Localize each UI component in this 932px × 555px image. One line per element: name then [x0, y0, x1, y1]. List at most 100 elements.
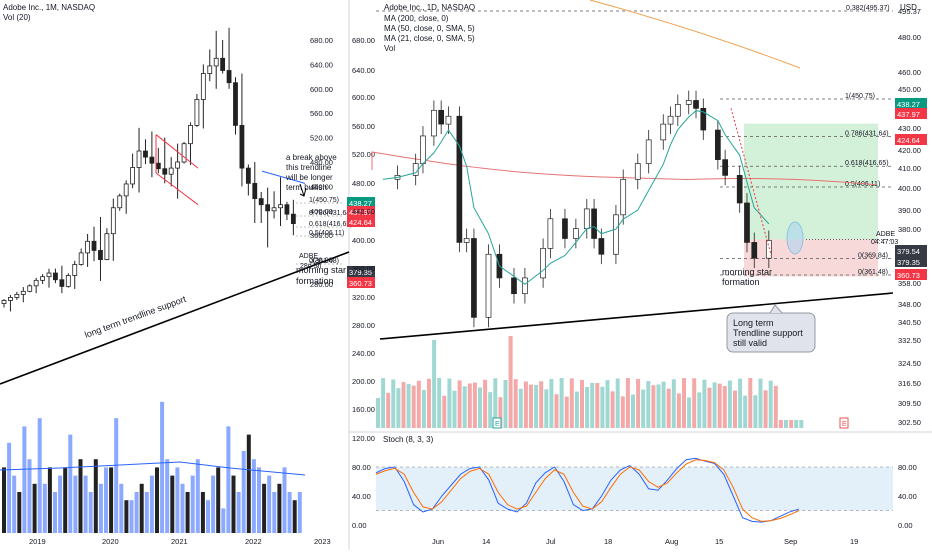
daily-candle-body	[645, 139, 652, 164]
right-volume-bar	[457, 380, 462, 428]
break-arrow	[299, 183, 307, 197]
daily-candle-body	[674, 104, 681, 117]
earnings-marker: E	[842, 421, 847, 428]
right-volume-bar	[503, 380, 508, 428]
right-fib-label: 0.786(431.64)	[845, 131, 889, 138]
right-price-tick: 324.50	[898, 359, 921, 368]
left-price-tick: 280.00	[310, 280, 333, 289]
daily-candle-body	[471, 238, 477, 318]
right-price-tick: 332.50	[898, 336, 921, 345]
monthly-candle-body	[290, 213, 296, 225]
monthly-candle-body	[136, 150, 142, 168]
monthly-candle-body	[149, 156, 155, 164]
left-morning-star-text: morning star	[296, 265, 346, 275]
right-time-tick: 18	[604, 537, 612, 546]
right-volume-bar	[595, 383, 600, 428]
left-volume-bar	[32, 483, 37, 533]
left-price-tick: 480.00	[310, 158, 333, 167]
long-term-trendline	[0, 251, 350, 385]
left-time-tick: 2021	[171, 537, 188, 546]
right-volume-bar	[738, 378, 743, 428]
shared-left-tick: 320.00	[352, 293, 375, 302]
monthly-candle-body	[226, 70, 232, 84]
right-fib-label: 1(450.75)	[845, 93, 875, 100]
left-volume-bar	[277, 483, 282, 533]
left-fib-label: 0.786(431.64)	[309, 210, 353, 217]
right-fib-label: 0.382(495.37)	[846, 5, 890, 12]
right-time-tick: Jul	[546, 537, 556, 546]
left-volume-bar	[200, 492, 205, 533]
indicator-legend-line: MA (50, close, 0, SMA, 5)	[384, 24, 475, 33]
stoch-left-tick: 120.00	[352, 434, 375, 443]
earnings-marker: E	[495, 421, 500, 428]
monthly-candle-body	[40, 276, 45, 281]
left-volume-bar	[297, 492, 302, 533]
right-volume-bar	[432, 340, 437, 428]
monthly-candle-body	[123, 183, 129, 197]
right-volume-bar	[646, 381, 651, 428]
right-volume-bar	[442, 395, 447, 428]
left-volume-bar	[83, 475, 88, 533]
right-volume-bar	[707, 387, 712, 428]
monthly-candle-body	[162, 168, 168, 175]
monthly-candle-body	[181, 143, 187, 163]
left-morning-star-text: formation	[296, 276, 334, 286]
left-volume-bar	[37, 418, 42, 533]
right-volume-bar	[773, 385, 778, 428]
monthly-candle-body	[72, 264, 78, 276]
ma21-line	[382, 110, 770, 285]
right-volume-bar	[513, 379, 518, 428]
left-fib-label: 0(361.48)	[309, 258, 339, 265]
shared-left-tick: 600.00	[352, 93, 375, 102]
channel-lower-line	[155, 172, 199, 206]
left-volume-bar	[88, 492, 93, 533]
left-volume-bar	[272, 492, 277, 533]
left-price-badge: 437.97	[349, 208, 372, 217]
left-price-badge-bg	[347, 216, 375, 227]
monthly-candle-body	[8, 297, 13, 301]
right-volume-bar	[554, 394, 559, 428]
monthly-candle-body	[98, 250, 103, 260]
left-time-tick: 2023	[314, 537, 331, 546]
right-price-tick: 309.50	[898, 399, 921, 408]
right-volume-bar	[493, 378, 498, 428]
right-volume-bar	[386, 392, 391, 428]
left-volume-bar	[68, 434, 73, 533]
right-volume-bar	[605, 380, 610, 428]
daily-candle-body	[547, 218, 554, 249]
ma50-line	[371, 151, 877, 186]
left-volume-bar	[185, 492, 190, 533]
left-volume-bar	[231, 475, 236, 533]
left-price-badge-bg	[347, 277, 375, 288]
daily-candle-body	[431, 109, 437, 137]
daily-candle-body	[562, 218, 568, 239]
left-volume-bar	[42, 483, 47, 533]
right-volume-bar	[748, 378, 753, 428]
right-fib-label: 0(361.48)	[858, 269, 888, 276]
right-price-badge-bg	[895, 98, 927, 109]
right-fib-label: 0.618(416.65)	[845, 160, 889, 167]
right-volume-bar	[794, 420, 799, 428]
daily-candle-body	[420, 135, 426, 164]
monthly-candle-body	[278, 204, 283, 209]
left-volume-bar	[12, 475, 17, 533]
left-price-tick: 520.00	[310, 134, 333, 143]
stoch-right-tick: 80.00	[898, 463, 917, 472]
right-price-tick: 420.00	[898, 146, 921, 155]
indicator-legend-line: MA (21, close, 0, SMA, 5)	[384, 34, 475, 43]
left-volume-bar	[221, 508, 226, 533]
left-volume-bar	[216, 467, 221, 533]
left-fib-label: 1(450.75)	[309, 197, 339, 204]
monthly-candle-body	[168, 167, 174, 175]
daily-candle-body	[438, 109, 445, 125]
right-price-tick: 430.00	[898, 124, 921, 133]
left-fib-label: 0.5(406.11)	[309, 230, 344, 237]
monthly-candle-body	[233, 82, 238, 126]
shared-left-tick: 440.00	[352, 207, 375, 216]
monthly-candle-body	[27, 285, 33, 292]
left-volume-bar	[282, 467, 287, 533]
right-volume-bar	[483, 379, 488, 428]
left-time-tick: 2020	[102, 537, 119, 546]
right-volume-bar	[784, 420, 788, 428]
left-volume-bar	[22, 426, 27, 533]
